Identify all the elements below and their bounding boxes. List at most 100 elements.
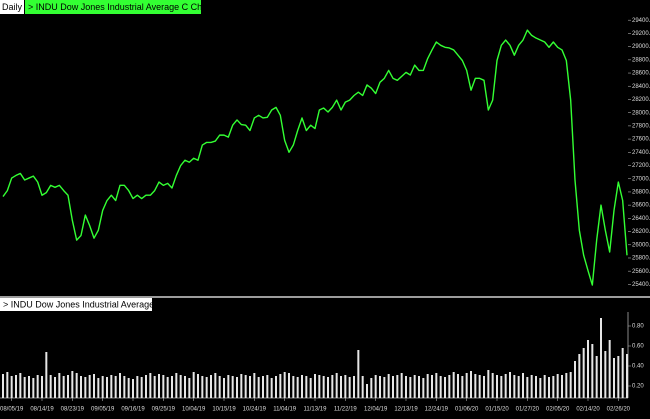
y-tick-label: 26800.00 — [632, 190, 650, 196]
volume-bar — [392, 376, 394, 398]
y-tick-label: 26200.00 — [632, 229, 650, 235]
volume-bar — [465, 373, 468, 398]
volume-bar — [210, 375, 212, 398]
x-tick-label: 09/16/19 — [121, 407, 145, 413]
x-tick-label: 09/25/19 — [152, 407, 176, 413]
volume-bar — [71, 371, 74, 398]
x-tick-label: 12/04/19 — [364, 407, 388, 413]
x-tick-label: 10/24/19 — [243, 407, 267, 413]
volume-bar — [283, 372, 286, 398]
x-tick-label: 12/13/19 — [394, 407, 418, 413]
volume-bar — [561, 375, 563, 398]
x-tick-label: 08/05/19 — [0, 407, 24, 413]
volume-bar — [88, 375, 91, 398]
y-tick-label: 29000.00 — [632, 44, 650, 50]
volume-bar — [28, 376, 30, 398]
volume-bar — [244, 375, 247, 398]
volume-bar — [418, 376, 420, 398]
volume-bar — [335, 373, 338, 398]
volume-bar — [45, 352, 48, 398]
x-tick-label: 10/04/19 — [182, 407, 206, 413]
period-tab[interactable] — [0, 0, 24, 14]
volume-bar — [36, 375, 39, 398]
volume-bar — [457, 374, 459, 398]
volume-bar — [444, 377, 446, 398]
volume-bar — [361, 376, 364, 398]
volume-bar — [500, 376, 503, 398]
volume-bar — [474, 374, 477, 398]
volume-bar — [110, 375, 113, 398]
volume-bar — [223, 378, 225, 398]
volume-bar — [370, 378, 373, 398]
price-line — [2, 29, 628, 286]
volume-bar — [496, 375, 498, 398]
volume-bar — [227, 375, 230, 398]
volume-bar — [309, 378, 312, 398]
volume-bar — [448, 375, 451, 398]
x-tick-label: 08/14/19 — [30, 407, 54, 413]
volume-bar — [136, 376, 139, 398]
x-tick-label: 02/05/20 — [546, 407, 570, 413]
volume-bar — [132, 379, 134, 398]
volume-study-tab[interactable] — [0, 298, 152, 311]
volume-bar — [114, 376, 117, 398]
volume-bar — [526, 377, 529, 398]
volume-bar — [240, 374, 243, 398]
y-tick-label: 0.40 — [632, 364, 644, 370]
volume-bar — [171, 376, 173, 398]
volume-bar — [552, 376, 555, 398]
volume-bar — [58, 373, 61, 398]
y-tick-label: 25800.00 — [632, 256, 650, 262]
volume-bar — [331, 375, 334, 398]
volume-bar — [158, 374, 160, 398]
volume-bar — [166, 377, 169, 398]
volume-bar — [188, 378, 191, 398]
volume-study-label: > INDU Dow Jones Industrial Average V — [3, 299, 163, 309]
volume-bar — [422, 378, 425, 398]
volume-bar — [218, 376, 221, 398]
volume-bar — [179, 375, 182, 398]
volume-bar — [97, 378, 100, 398]
x-tick-label: 09/05/19 — [91, 407, 115, 413]
y-tick-label: 26600.00 — [632, 203, 650, 209]
x-tick-label: 02/14/20 — [576, 407, 600, 413]
volume-bar — [604, 351, 607, 398]
volume-bar — [487, 370, 490, 398]
volume-bar — [452, 372, 455, 398]
volume-bar — [19, 373, 22, 398]
volume-bar — [513, 375, 516, 398]
volume-bar — [582, 348, 585, 398]
volume-bar — [357, 350, 360, 398]
volume-bar — [613, 358, 615, 398]
y-tick-label: 29400.00 — [632, 18, 650, 24]
price-study-label: > INDU Dow Jones Industrial Average C Ch… — [28, 2, 207, 12]
x-tick-label: 02/26/20 — [607, 407, 631, 413]
volume-bar — [93, 374, 95, 398]
volume-bar — [509, 372, 511, 398]
volume-bar — [270, 378, 273, 398]
volume-bar — [530, 375, 533, 398]
volume-bar — [106, 377, 108, 398]
volume-bar — [348, 377, 351, 398]
y-tick-label: 27400.00 — [632, 150, 650, 156]
volume-bar — [409, 377, 412, 398]
volume-bar — [426, 374, 429, 398]
volume-bar — [201, 376, 204, 398]
volume-bar — [153, 376, 156, 398]
volume-bar — [275, 376, 277, 398]
volume-bar — [587, 340, 589, 398]
volume-bar — [522, 373, 524, 398]
y-tick-label: 29200.00 — [632, 31, 650, 37]
volume-bar — [32, 378, 35, 398]
y-tick-label: 0.80 — [632, 324, 644, 330]
price-study-tab[interactable] — [25, 0, 201, 14]
volume-bar — [565, 373, 568, 398]
volume-bar — [253, 373, 256, 398]
volume-bar — [101, 376, 104, 398]
volume-bar — [478, 375, 481, 398]
volume-bar — [184, 376, 186, 398]
volume-bar — [344, 375, 347, 398]
x-tick-label: 01/27/20 — [516, 407, 540, 413]
volume-bar — [119, 373, 121, 398]
